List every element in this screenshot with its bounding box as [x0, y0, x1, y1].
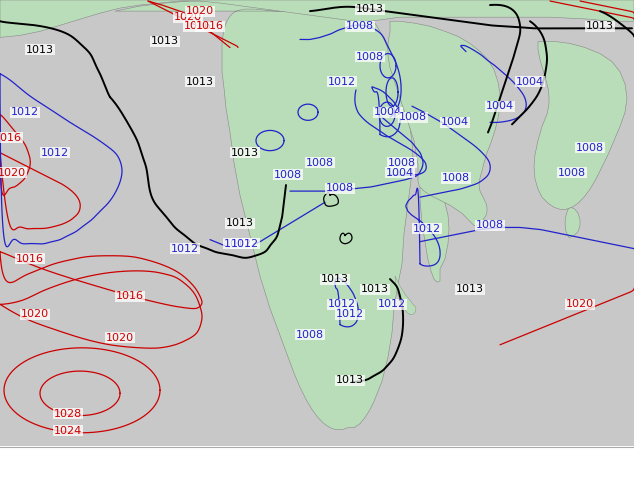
- Text: Surface pressure [hPa] GFS ENS: Surface pressure [hPa] GFS ENS: [6, 457, 247, 469]
- Text: 1008: 1008: [326, 183, 354, 193]
- Text: 1004: 1004: [441, 117, 469, 127]
- Text: ©weatheronline.co.uk: ©weatheronline.co.uk: [477, 478, 628, 490]
- Text: 1004: 1004: [374, 107, 402, 117]
- Text: 1012: 1012: [224, 239, 252, 249]
- Text: 1013: 1013: [356, 4, 384, 14]
- Text: 1012: 1012: [11, 107, 39, 117]
- Text: 1004: 1004: [386, 168, 414, 178]
- Text: 1016: 1016: [196, 21, 224, 31]
- Text: 1008: 1008: [356, 51, 384, 62]
- Text: 1008: 1008: [476, 220, 504, 230]
- Text: 1020: 1020: [21, 310, 49, 319]
- Text: 1016: 1016: [0, 132, 22, 143]
- Text: 1013: 1013: [26, 45, 54, 54]
- Text: 1012: 1012: [231, 239, 259, 249]
- Text: 1008: 1008: [576, 143, 604, 152]
- Text: 1008: 1008: [306, 158, 334, 168]
- Text: 1020: 1020: [0, 168, 26, 178]
- Text: 1013: 1013: [361, 284, 389, 294]
- Text: 1008: 1008: [274, 170, 302, 180]
- Polygon shape: [0, 0, 634, 37]
- Text: 1028: 1028: [54, 409, 82, 418]
- Text: 1008: 1008: [399, 112, 427, 122]
- Polygon shape: [534, 42, 627, 209]
- Text: 1008: 1008: [296, 330, 324, 340]
- Text: 1008: 1008: [388, 158, 416, 168]
- Text: Su 29-09-2024 00:00 UTC (00+144): Su 29-09-2024 00:00 UTC (00+144): [372, 457, 628, 469]
- Polygon shape: [388, 21, 500, 225]
- Text: 1020: 1020: [566, 299, 594, 309]
- Text: 1013: 1013: [456, 284, 484, 294]
- Text: 1012: 1012: [413, 223, 441, 234]
- Text: 1016: 1016: [184, 21, 212, 31]
- Text: 1008: 1008: [346, 21, 374, 31]
- Text: 1020: 1020: [174, 12, 202, 22]
- Text: 1004: 1004: [486, 101, 514, 111]
- Text: 1004: 1004: [516, 77, 544, 87]
- Text: 1016: 1016: [116, 291, 144, 301]
- Text: 1012: 1012: [336, 310, 364, 319]
- Text: 1008: 1008: [558, 168, 586, 178]
- Text: 1012: 1012: [328, 299, 356, 309]
- Text: 1012: 1012: [378, 299, 406, 309]
- Text: 1013: 1013: [336, 375, 364, 385]
- Text: 1013: 1013: [151, 36, 179, 47]
- Polygon shape: [565, 207, 580, 238]
- Text: 1012: 1012: [41, 147, 69, 158]
- Text: 1013: 1013: [321, 274, 349, 284]
- Polygon shape: [115, 1, 413, 430]
- Text: 1013: 1013: [231, 147, 259, 158]
- Text: 1020: 1020: [106, 333, 134, 343]
- Text: 1020: 1020: [186, 6, 214, 16]
- Text: 1013: 1013: [226, 219, 254, 228]
- Text: 1016: 1016: [16, 254, 44, 264]
- Polygon shape: [395, 276, 416, 315]
- Text: 1013: 1013: [186, 77, 214, 87]
- Polygon shape: [420, 173, 449, 282]
- Text: 1012: 1012: [171, 244, 199, 254]
- Text: 1012: 1012: [328, 77, 356, 87]
- Text: 1013: 1013: [586, 21, 614, 31]
- Text: 1008: 1008: [442, 173, 470, 183]
- Text: 1024: 1024: [54, 426, 82, 436]
